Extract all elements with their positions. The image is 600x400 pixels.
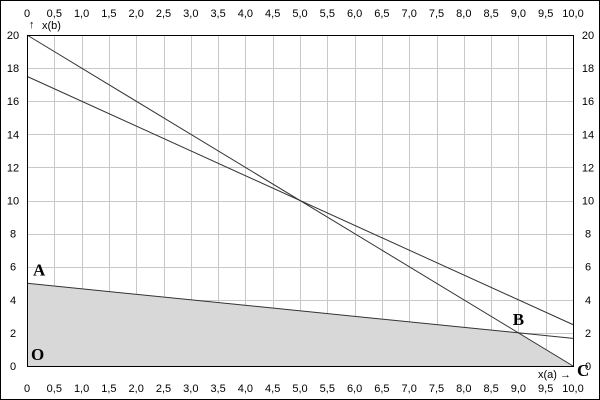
series-line-2 xyxy=(26,75,574,326)
point-label-o: O xyxy=(31,345,44,364)
y-tick-label-left: 20 xyxy=(7,30,19,42)
y-tick-label-right: 6 xyxy=(585,262,591,274)
plot-frame xyxy=(27,35,574,367)
x-tick-label-bottom: 0,5 xyxy=(47,383,62,395)
x-tick-label-top: 1,5 xyxy=(101,8,116,20)
x-tick-label-top: 2,0 xyxy=(129,8,144,20)
y-tick-label-right: 18 xyxy=(582,63,594,75)
y-tick-label-left: 18 xyxy=(7,63,19,75)
y-tick-label-right: 2 xyxy=(585,328,591,340)
y-tick-label-right: 20 xyxy=(582,30,594,42)
x-tick-label-top: 0,5 xyxy=(47,8,62,20)
x-tick-label-bottom: 7,5 xyxy=(429,383,444,395)
x-tick-label-top: 9,0 xyxy=(511,8,526,20)
y-tick-label-right: 0 xyxy=(585,361,591,373)
feasible-region xyxy=(27,283,573,366)
x-tick-label-top: 7,5 xyxy=(429,8,444,20)
x-tick-label-top: 6,5 xyxy=(374,8,389,20)
x-tick-label-bottom: 6,0 xyxy=(347,383,362,395)
x-tick-label-bottom: 4,5 xyxy=(265,383,280,395)
series-line-3 xyxy=(26,282,574,339)
x-tick-label-top: 9,5 xyxy=(538,8,553,20)
y-tick-label-left: 8 xyxy=(10,229,16,241)
y-axis-label: x(b) xyxy=(42,20,61,32)
x-tick-label-bottom: 3,0 xyxy=(183,383,198,395)
x-tick-label-top: 3,0 xyxy=(183,8,198,20)
y-tick-label-right: 14 xyxy=(582,129,594,141)
x-tick-label-top: 2,5 xyxy=(156,8,171,20)
y-tick-label-right: 12 xyxy=(582,162,594,174)
y-axis-arrow-icon: ↑ xyxy=(29,19,35,31)
x-tick-label-bottom: 5,5 xyxy=(320,383,335,395)
x-tick-label-bottom: 8,5 xyxy=(483,383,498,395)
y-tick-label-left: 12 xyxy=(7,162,19,174)
x-tick-label-bottom: 7,0 xyxy=(402,383,417,395)
y-tick-label-left: 16 xyxy=(7,96,19,108)
x-tick-label-top: 4,5 xyxy=(265,8,280,20)
point-label-a: A xyxy=(33,260,46,279)
x-tick-label-top: 4,0 xyxy=(238,8,253,20)
x-tick-label-bottom: 10,0 xyxy=(562,383,583,395)
x-tick-label-top: 0 xyxy=(24,8,30,20)
y-tick-label-left: 4 xyxy=(10,295,16,307)
y-tick-label-left: 14 xyxy=(7,129,19,141)
x-tick-label-bottom: 2,5 xyxy=(156,383,171,395)
x-tick-label-bottom: 0 xyxy=(24,383,30,395)
x-axis-arrow-icon: → xyxy=(560,369,571,381)
x-tick-label-bottom: 6,5 xyxy=(374,383,389,395)
y-tick-label-left: 2 xyxy=(10,328,16,340)
x-tick-label-top: 7,0 xyxy=(402,8,417,20)
x-tick-label-top: 10,0 xyxy=(562,8,583,20)
x-tick-label-top: 8,0 xyxy=(456,8,471,20)
x-tick-label-top: 1,0 xyxy=(74,8,89,20)
x-axis-label: x(a) xyxy=(538,369,557,381)
x-tick-label-bottom: 9,5 xyxy=(538,383,553,395)
x-tick-label-bottom: 9,0 xyxy=(511,383,526,395)
x-tick-label-bottom: 1,0 xyxy=(74,383,89,395)
constraint-lines xyxy=(26,34,574,367)
x-tick-label-top: 3,5 xyxy=(210,8,225,20)
y-tick-label-right: 8 xyxy=(585,229,591,241)
y-tick-label-left: 0 xyxy=(10,361,16,373)
x-tick-label-top: 5,5 xyxy=(320,8,335,20)
point-label-b: B xyxy=(513,310,524,329)
x-tick-label-top: 5,0 xyxy=(292,8,307,20)
point-label-c: C xyxy=(577,361,589,380)
y-tick-label-left: 6 xyxy=(10,262,16,274)
x-tick-label-top: 8,5 xyxy=(483,8,498,20)
x-tick-label-top: 6,0 xyxy=(347,8,362,20)
y-tick-label-right: 4 xyxy=(585,295,591,307)
tick-labels: 000,50,51,01,01,51,52,02,02,52,53,03,03,… xyxy=(7,8,594,395)
y-tick-label-right: 10 xyxy=(582,196,594,208)
x-tick-label-bottom: 5,0 xyxy=(292,383,307,395)
x-tick-label-bottom: 8,0 xyxy=(456,383,471,395)
x-tick-label-bottom: 1,5 xyxy=(101,383,116,395)
x-tick-label-bottom: 4,0 xyxy=(238,383,253,395)
x-tick-label-bottom: 2,0 xyxy=(129,383,144,395)
y-tick-label-right: 16 xyxy=(582,96,594,108)
point-labels: A B C O xyxy=(31,260,589,380)
x-tick-label-bottom: 3,5 xyxy=(210,383,225,395)
y-tick-label-left: 10 xyxy=(7,196,19,208)
